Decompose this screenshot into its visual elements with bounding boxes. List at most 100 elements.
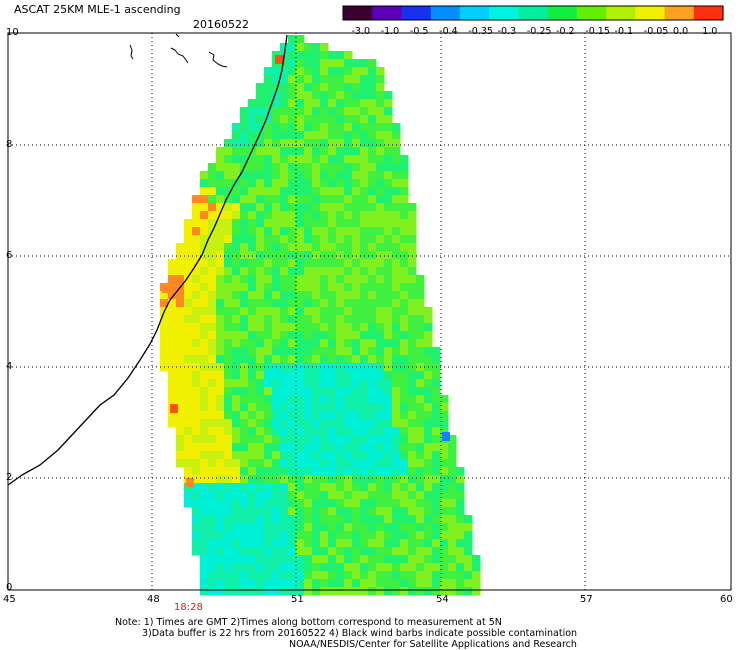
swath-cell bbox=[336, 307, 345, 316]
swath-cell bbox=[216, 219, 225, 228]
swath-cell bbox=[368, 203, 377, 212]
swath-cell bbox=[368, 163, 377, 172]
lon-label-57: 57 bbox=[580, 594, 593, 605]
swath-cell bbox=[376, 259, 385, 268]
swath-cell bbox=[216, 195, 225, 204]
swath-cell bbox=[224, 347, 233, 356]
lon-label-51: 51 bbox=[291, 594, 304, 605]
swath-cell bbox=[328, 195, 337, 204]
swath-cell bbox=[312, 115, 321, 124]
swath-cell bbox=[160, 355, 169, 364]
swath-cell bbox=[264, 219, 273, 228]
swath-cell bbox=[272, 139, 281, 148]
swath-cell bbox=[232, 147, 241, 156]
swath-cell bbox=[248, 443, 257, 452]
swath-cell bbox=[208, 427, 217, 436]
swath-cell bbox=[296, 563, 305, 572]
swath-cell bbox=[296, 339, 305, 348]
swath-cell bbox=[360, 411, 369, 420]
swath-cell bbox=[312, 91, 321, 100]
swath-cell bbox=[208, 355, 217, 364]
swath-cell bbox=[280, 299, 289, 308]
swath-cell bbox=[296, 475, 305, 484]
swath-cell bbox=[248, 387, 257, 396]
swath-cell bbox=[280, 267, 289, 276]
swath-cell bbox=[200, 443, 209, 452]
swath-cell bbox=[264, 227, 273, 236]
swath-cell bbox=[344, 419, 353, 428]
swath-cell bbox=[336, 203, 345, 212]
swath-cell bbox=[360, 515, 369, 524]
swath-cell bbox=[256, 579, 265, 588]
swath-cell bbox=[304, 163, 313, 172]
swath-cell bbox=[192, 307, 201, 316]
swath-cell bbox=[296, 355, 305, 364]
swath-cell bbox=[424, 491, 433, 500]
swath-cell bbox=[376, 339, 385, 348]
swath-cell bbox=[448, 483, 457, 492]
swath-cell bbox=[288, 115, 297, 124]
swath-cell bbox=[192, 379, 201, 388]
swath-cell bbox=[328, 531, 337, 540]
swath-cell bbox=[352, 587, 361, 596]
swath-cell bbox=[216, 539, 225, 548]
swath-cell bbox=[400, 203, 409, 212]
swath-cell bbox=[272, 355, 281, 364]
colorbar-segment bbox=[430, 6, 461, 20]
swath-cell bbox=[184, 227, 193, 236]
swath-cell bbox=[312, 347, 321, 356]
swath-cell bbox=[192, 211, 201, 220]
swath-cell bbox=[224, 179, 233, 188]
swath-cell bbox=[192, 499, 201, 508]
swath-cell bbox=[352, 187, 361, 196]
swath-cell bbox=[264, 179, 273, 188]
swath-cell bbox=[360, 235, 369, 244]
swath-cell bbox=[200, 211, 209, 220]
swath-cell bbox=[256, 187, 265, 196]
swath-cell bbox=[160, 315, 169, 324]
swath-cell bbox=[248, 227, 257, 236]
swath-cell bbox=[368, 563, 377, 572]
swath-cell bbox=[416, 395, 425, 404]
swath-cell bbox=[416, 579, 425, 588]
swath-cell bbox=[360, 379, 369, 388]
swath-cell bbox=[336, 539, 345, 548]
swath-cell bbox=[256, 371, 265, 380]
swath-cell bbox=[312, 427, 321, 436]
swath-cell bbox=[264, 275, 273, 284]
swath-cell bbox=[368, 371, 377, 380]
swath-cell bbox=[280, 555, 289, 564]
swath-cell bbox=[272, 451, 281, 460]
swath-cell bbox=[192, 235, 201, 244]
swath-cell bbox=[192, 515, 201, 524]
swath-cell bbox=[296, 203, 305, 212]
swath-cell bbox=[344, 387, 353, 396]
swath-cell bbox=[344, 99, 353, 108]
swath-cell bbox=[344, 275, 353, 284]
swath-cell bbox=[376, 531, 385, 540]
swath-cell bbox=[400, 475, 409, 484]
swath-cell bbox=[336, 107, 345, 116]
swath-cell bbox=[320, 579, 329, 588]
swath-cell bbox=[424, 443, 433, 452]
swath-cell bbox=[216, 523, 225, 532]
date-label: 20160522 bbox=[193, 18, 249, 31]
swath-cell bbox=[360, 395, 369, 404]
swath-cell bbox=[256, 235, 265, 244]
swath-cell bbox=[288, 275, 297, 284]
swath-cell bbox=[184, 283, 193, 292]
swath-cell bbox=[272, 179, 281, 188]
swath-cell bbox=[256, 331, 265, 340]
swath-cell bbox=[360, 507, 369, 516]
swath-cell bbox=[296, 491, 305, 500]
swath-cell bbox=[328, 139, 337, 148]
swath-cell bbox=[296, 299, 305, 308]
swath-cell bbox=[296, 123, 305, 132]
swath-cell bbox=[280, 243, 289, 252]
swath-cell bbox=[360, 75, 369, 84]
swath-cell bbox=[352, 523, 361, 532]
swath-cell bbox=[304, 467, 313, 476]
swath-cell bbox=[240, 355, 249, 364]
swath-cell bbox=[368, 555, 377, 564]
swath-cell bbox=[216, 547, 225, 556]
